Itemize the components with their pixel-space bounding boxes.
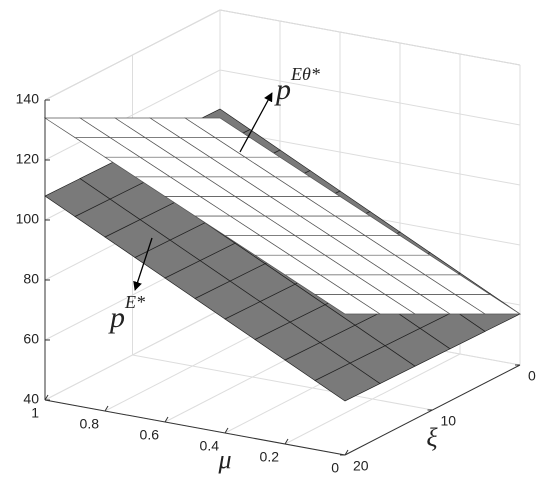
grid-line bbox=[219, 9, 521, 66]
z-tick-label: 100 bbox=[16, 211, 40, 227]
grid-line bbox=[219, 129, 521, 186]
z-tick-label: 140 bbox=[16, 91, 40, 107]
x-tick-label: 1 bbox=[31, 405, 39, 421]
tick bbox=[104, 405, 109, 412]
z-tick-label: 120 bbox=[16, 151, 40, 167]
arrow bbox=[239, 92, 273, 153]
arrow bbox=[133, 237, 153, 291]
y-tick-label: 10 bbox=[441, 413, 457, 429]
grid-line bbox=[219, 69, 521, 126]
z-tick-label: 80 bbox=[23, 271, 39, 287]
x-tick-label: 0 bbox=[331, 460, 339, 476]
grid-line bbox=[132, 354, 433, 411]
surfaces bbox=[43, 108, 522, 402]
x-tick-label: 0.6 bbox=[140, 427, 160, 443]
annotation: pEθ* bbox=[274, 64, 320, 106]
tick bbox=[284, 438, 289, 445]
tick bbox=[224, 427, 229, 434]
y-tick-label: 0 bbox=[528, 368, 536, 384]
x-axis bbox=[44, 399, 346, 456]
y-tick-label: 20 bbox=[353, 458, 369, 474]
x-axis-label: μ bbox=[217, 445, 231, 474]
annotation: pE* bbox=[108, 292, 145, 334]
z-tick-label: 40 bbox=[23, 391, 39, 407]
z-tick-label: 60 bbox=[23, 331, 39, 347]
y-axis-label: ξ bbox=[426, 423, 438, 452]
tick bbox=[164, 416, 169, 423]
x-tick-label: 0.8 bbox=[80, 416, 100, 432]
tick bbox=[344, 449, 349, 456]
tick bbox=[44, 394, 49, 401]
x-tick-label: 0.4 bbox=[200, 438, 220, 454]
x-tick-label: 0.2 bbox=[260, 449, 280, 465]
